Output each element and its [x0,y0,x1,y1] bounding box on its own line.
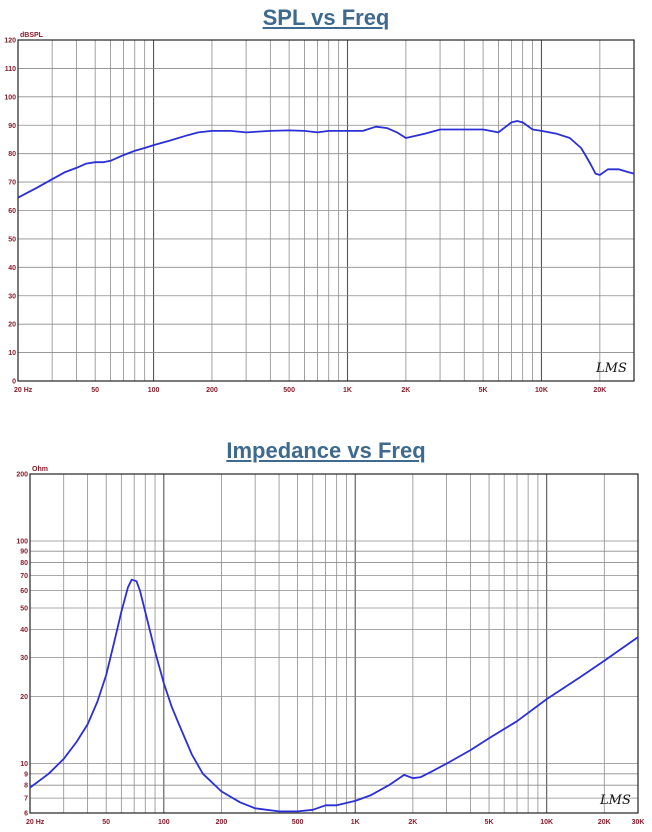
y-tick-label: 10 [20,761,28,768]
y-tick-label: 10 [8,350,16,357]
y-tick-label: 30 [20,655,28,662]
x-tick-label: 100 [148,387,160,394]
y-tick-label: 110 [5,66,16,73]
y-tick-label: 90 [20,549,28,556]
y-tick-label: 40 [20,627,28,634]
y-tick-label: 20 [20,694,28,701]
y-tick-label: 200 [16,472,28,479]
impedance-chart-plot: 200 100 90 80 70 60 50 40 30 20 10 9 8 7 620 Hz 50 100 20… [16,466,645,826]
x-tick-label: 1K [351,819,360,826]
x-tick-label: 20 Hz [14,387,33,394]
y-tick-label: 70 [8,180,16,187]
plot-area [30,474,638,813]
y-tick-label: 9 [24,771,28,778]
y-tick-label: 30 [8,293,16,300]
y-tick-label: 50 [20,606,28,613]
y-tick-label: 50 [8,236,16,243]
y-axis-unit-label: Ohm [32,466,48,473]
x-tick-label: 2K [401,387,410,394]
lms-watermark: LMS [599,793,631,808]
x-tick-label: 100 [158,819,170,826]
x-tick-label: 10K [540,819,553,826]
y-tick-label: 20 [8,322,16,329]
x-tick-label: 1K [343,387,352,394]
y-tick-label: 120 [4,38,16,45]
y-tick-label: 0 [12,379,16,386]
x-tick-label: 30K [632,819,645,826]
y-tick-label: 70 [20,573,28,580]
y-tick-label: 6 [24,811,28,818]
y-tick-label: 8 [24,783,28,790]
x-tick-label: 2K [408,819,417,826]
plot-frame [17,39,635,382]
response-curve-line [29,578,639,813]
y-tick-label: 100 [16,539,28,546]
spl-chart-plot: 0 10 20 30 40 50 60 70 80 90 100 110 120 20 Hz 50 100 20… [4,32,635,394]
response-curve-line [17,120,635,199]
x-tick-label: 20K [593,387,606,394]
spl-chart: SPL vs Freq 0 10 20 30 40 50 60 70 80 90 100 110 120… [0,0,652,400]
x-tick-label: 5K [485,819,494,826]
y-tick-label: 60 [20,588,28,595]
x-tick-label: 5K [479,387,488,394]
x-tick-label: 50 [91,387,99,394]
spl-chart-title: SPL vs Freq [262,5,390,30]
x-tick-label: 500 [292,819,304,826]
y-tick-label: 7 [24,796,28,803]
x-tick-label: 200 [216,819,228,826]
plot-frame [29,473,639,814]
x-tick-label: 10K [535,387,548,394]
x-tick-label: 20K [598,819,611,826]
y-tick-label: 40 [8,265,16,272]
impedance-chart: Impedance vs Freq 200 100 90 80 70 60 50 40 30 20… [0,400,652,832]
lms-watermark: LMS [595,361,627,376]
y-tick-label: 90 [8,123,16,130]
y-tick-label: 100 [4,94,16,101]
y-tick-label: 60 [8,208,16,215]
x-tick-label: 50 [102,819,110,826]
x-tick-label: 200 [206,387,218,394]
impedance-chart-title: Impedance vs Freq [226,438,426,463]
y-tick-label: 80 [20,560,28,567]
y-tick-label: 80 [8,151,16,158]
y-axis-unit-label: dBSPL [20,32,44,39]
x-tick-label: 20 Hz [26,819,45,826]
x-tick-label: 500 [283,387,295,394]
